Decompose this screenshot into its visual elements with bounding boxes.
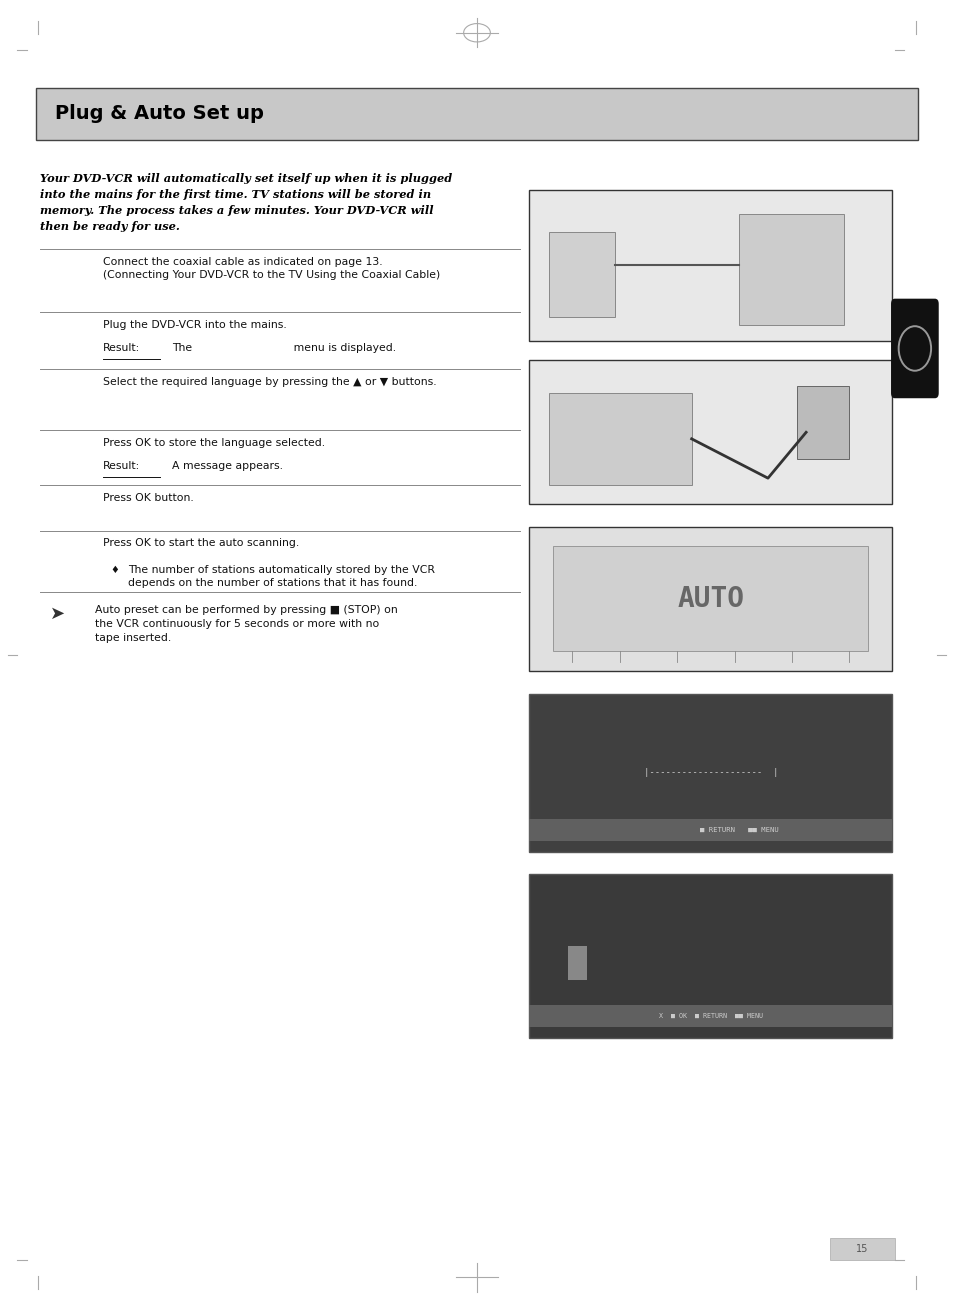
Text: Press OK to store the language selected.: Press OK to store the language selected.: [103, 438, 325, 448]
Text: ■ RETURN   ■■ MENU: ■ RETURN ■■ MENU: [700, 827, 779, 833]
FancyBboxPatch shape: [890, 299, 938, 398]
FancyBboxPatch shape: [548, 232, 615, 317]
Text: ➤: ➤: [50, 605, 65, 624]
FancyBboxPatch shape: [36, 88, 917, 140]
FancyBboxPatch shape: [553, 546, 867, 651]
FancyBboxPatch shape: [529, 819, 891, 841]
FancyBboxPatch shape: [529, 190, 891, 341]
Text: Auto preset can be performed by pressing ■ (STOP) on
the VCR continuously for 5 : Auto preset can be performed by pressing…: [95, 605, 397, 643]
Text: Your DVD-VCR will automatically set itself up when it is plugged
into the mains : Your DVD-VCR will automatically set itse…: [40, 173, 452, 232]
Text: Connect the coaxial cable as indicated on page 13.
(Connecting Your DVD-VCR to t: Connect the coaxial cable as indicated o…: [103, 257, 440, 280]
Text: A message appears.: A message appears.: [172, 461, 282, 472]
Text: The number of stations automatically stored by the VCR
depends on the number of : The number of stations automatically sto…: [128, 565, 435, 588]
FancyBboxPatch shape: [796, 386, 848, 458]
FancyBboxPatch shape: [529, 1005, 891, 1027]
FancyBboxPatch shape: [529, 874, 891, 1038]
Text: Result:: Result:: [103, 343, 140, 354]
Text: ♦: ♦: [111, 565, 119, 575]
Text: 15: 15: [856, 1244, 867, 1254]
Text: Result:: Result:: [103, 461, 140, 472]
FancyBboxPatch shape: [529, 527, 891, 671]
FancyBboxPatch shape: [829, 1238, 894, 1260]
FancyBboxPatch shape: [567, 946, 586, 980]
FancyBboxPatch shape: [529, 360, 891, 504]
Text: |---------------------  |: |--------------------- |: [643, 769, 777, 777]
Text: Plug & Auto Set up: Plug & Auto Set up: [55, 105, 264, 123]
Text: Plug the DVD-VCR into the mains.: Plug the DVD-VCR into the mains.: [103, 320, 287, 330]
Text: Press OK button.: Press OK button.: [103, 493, 193, 503]
Text: Select the required language by pressing the ▲ or ▼ buttons.: Select the required language by pressing…: [103, 377, 436, 388]
Text: The                             menu is displayed.: The menu is displayed.: [172, 343, 395, 354]
FancyBboxPatch shape: [548, 393, 691, 485]
Text: Press OK to start the auto scanning.: Press OK to start the auto scanning.: [103, 538, 299, 549]
FancyBboxPatch shape: [739, 214, 843, 325]
FancyBboxPatch shape: [529, 694, 891, 852]
Text: X  ■ OK  ■ RETURN  ■■ MENU: X ■ OK ■ RETURN ■■ MENU: [658, 1013, 762, 1019]
Text: AUTO: AUTO: [677, 584, 743, 613]
